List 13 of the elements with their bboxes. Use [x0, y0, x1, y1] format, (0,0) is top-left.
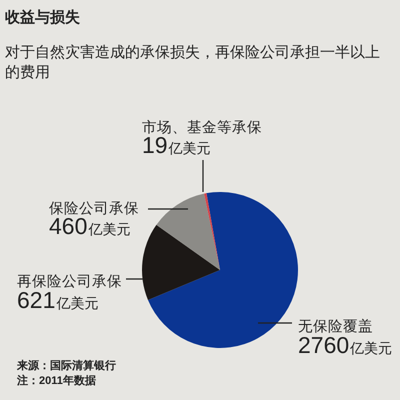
pie-slice [204, 193, 220, 270]
data-label: 621亿美元 [17, 287, 98, 313]
pie-slice [156, 194, 220, 270]
chart-title: 收益与损失 [5, 9, 80, 26]
slice-label: 市场、基金等承保 [142, 119, 262, 136]
data-label: 2760亿美元 [298, 332, 392, 358]
slice-label: 再保险公司承保 [17, 273, 122, 290]
chart-subtitle: 对于自然灾害造成的承保损失，再保险公司承担一半以上的费用 [5, 44, 380, 81]
text: 注：2011年数据 [16, 374, 96, 387]
slice-label: 无保险覆盖 [298, 318, 373, 335]
pie-slice [148, 192, 298, 348]
slice-label: 保险公司承保 [49, 200, 139, 217]
source-note: 来源：国际清算银行 [16, 359, 116, 372]
